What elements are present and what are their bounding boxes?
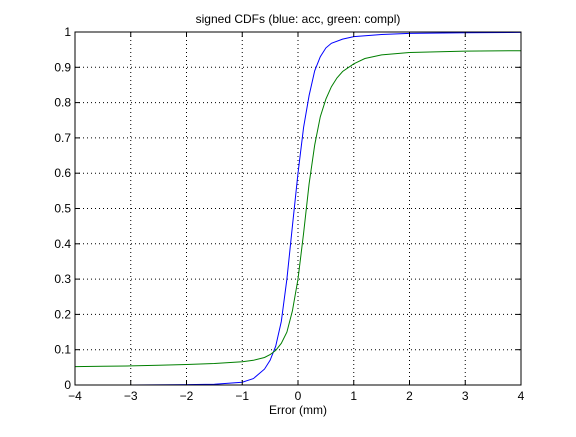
x-tick-label: −1	[235, 389, 249, 403]
grid	[75, 32, 521, 385]
y-tick-label: 0.5	[54, 202, 71, 216]
y-tick-label: 0.9	[54, 60, 71, 74]
y-tick-label: 0	[64, 378, 71, 392]
series-layer	[74, 31, 522, 386]
x-tick-label: −2	[180, 389, 194, 403]
series-line-green	[74, 50, 522, 368]
ticks	[74, 31, 522, 386]
y-tick-label: 0.3	[54, 272, 71, 286]
tick-labels: −4 −3 −2 −1 0 1 2 3 4 0 0.1 0.2 0.3 0.4 0.5 0.6 0.7 0.8 0.…	[54, 25, 524, 403]
x-tick-label: 1	[350, 389, 357, 403]
y-tick-label: 0.2	[54, 307, 71, 321]
chart-title: signed CDFs (blue: acc, green: compl)	[196, 12, 401, 26]
x-tick-label: 0	[295, 389, 302, 403]
x-tick-label: −4	[68, 389, 82, 403]
x-tick-label: 4	[518, 389, 525, 403]
x-tick-label: 3	[462, 389, 469, 403]
y-tick-label: 0.4	[54, 237, 71, 251]
y-tick-label: 0.8	[54, 96, 71, 110]
y-tick-label: 0.1	[54, 343, 71, 357]
x-axis-label: Error (mm)	[269, 403, 327, 417]
y-tick-label: 1	[64, 25, 71, 39]
y-tick-label: 0.7	[54, 131, 71, 145]
y-tick-label: 0.6	[54, 166, 71, 180]
series-line-blue	[130, 31, 522, 386]
x-tick-label: 2	[406, 389, 413, 403]
x-tick-label: −3	[124, 389, 138, 403]
